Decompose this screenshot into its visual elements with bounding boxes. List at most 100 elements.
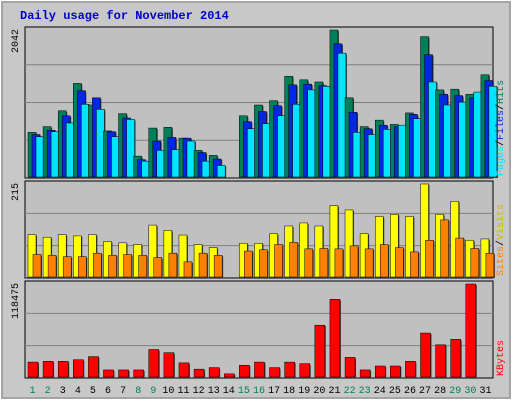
x-tick-day-24: 24 [374, 386, 386, 397]
kbytes-bar-kbytes-day-8 [133, 369, 144, 378]
kbytes-bar-kbytes-day-27 [420, 332, 431, 378]
visits-bar-sites-day-28 [440, 219, 449, 278]
visits-bar-sites-day-2 [47, 255, 57, 278]
legend-files: Files [495, 110, 507, 140]
visits-bar-visits-day-9 [148, 224, 158, 278]
kbytes-bar-kbytes-day-18 [284, 361, 295, 378]
legend-slash: / [495, 104, 507, 110]
chart-title: Daily usage for November 2014 [20, 9, 229, 23]
traffic-bar-pages-day-29 [458, 101, 467, 178]
x-tick-day-13: 13 [208, 386, 220, 397]
kbytes-bar-kbytes-day-17 [269, 367, 280, 378]
traffic-bar-pages-day-5 [96, 109, 105, 178]
kbytes-bar-kbytes-day-4 [73, 359, 84, 378]
visits-bar-sites-day-16 [259, 249, 268, 278]
x-tick-day-30: 30 [464, 386, 476, 397]
traffic-bar-pages-day-10 [171, 149, 181, 178]
kbytes-bar-kbytes-day-20 [314, 324, 326, 378]
visits-bar-sites-day-6 [108, 255, 117, 278]
kbytes-bar-kbytes-day-12 [193, 368, 205, 378]
visits-bar-sites-day-7 [123, 254, 132, 278]
traffic-bar-pages-day-19 [307, 89, 316, 178]
kbytes-bar-kbytes-day-19 [299, 363, 310, 378]
x-tick-day-18: 18 [283, 386, 295, 397]
kbytes-bar-kbytes-day-3 [57, 361, 69, 378]
visits-bar-sites-day-19 [304, 248, 313, 278]
traffic-bar-pages-day-20 [322, 86, 332, 178]
x-tick-day-6: 6 [105, 386, 111, 397]
legend-slash: / [495, 240, 507, 246]
visits-bar-sites-day-25 [395, 247, 404, 278]
traffic-bar-pages-day-25 [398, 124, 407, 178]
traffic-bar-pages-day-28 [443, 104, 452, 178]
traffic-bar-pages-day-1 [35, 136, 45, 178]
legend-visits: Visits [495, 204, 507, 240]
kbytes-legend: KBytes [496, 340, 507, 376]
x-tick-day-8: 8 [135, 386, 141, 397]
kbytes-bar-kbytes-day-22 [344, 357, 356, 378]
visits-bar-sites-day-5 [93, 252, 102, 278]
traffic-bar-pages-day-22 [352, 132, 362, 178]
x-tick-day-31: 31 [479, 386, 491, 397]
traffic-bar-pages-day-27 [428, 81, 437, 178]
x-tick-day-23: 23 [359, 386, 371, 397]
traffic-bar-pages-day-12 [201, 160, 211, 178]
x-tick-day-21: 21 [328, 386, 340, 397]
visits-bar-sites-day-15 [244, 250, 253, 278]
visits-bar-sites-day-18 [289, 242, 298, 278]
x-tick-day-1: 1 [30, 386, 36, 397]
kbytes-bar-kbytes-day-23 [359, 369, 371, 378]
legend-sites: Sites [495, 246, 507, 276]
x-tick-day-12: 12 [193, 386, 205, 397]
traffic-bar-pages-day-9 [156, 150, 166, 178]
x-tick-day-11: 11 [178, 386, 190, 397]
traffic-bar-pages-day-31 [488, 86, 498, 178]
visits-bar-visits-day-11 [178, 234, 188, 278]
x-tick-day-10: 10 [162, 386, 174, 397]
x-tick-day-27: 27 [419, 386, 431, 397]
traffic-bar-pages-day-3 [65, 122, 75, 178]
x-tick-day-16: 16 [253, 386, 265, 397]
traffic-bar-pages-day-13 [216, 165, 226, 178]
kbytes-bar-kbytes-day-16 [254, 361, 265, 378]
kbytes-bar-kbytes-day-30 [465, 283, 477, 378]
traffic-bar-pages-day-8 [141, 160, 150, 178]
x-tick-day-3: 3 [60, 386, 66, 397]
visits-bar-sites-day-26 [410, 251, 419, 278]
traffic-bar-pages-day-21 [337, 52, 347, 178]
kbytes-bar-kbytes-day-7 [118, 369, 129, 378]
x-tick-day-28: 28 [434, 386, 446, 397]
traffic-bar-pages-day-6 [111, 136, 120, 178]
traffic-bar-pages-day-30 [473, 91, 483, 178]
visits-bar-sites-day-24 [379, 244, 389, 278]
kbytes-bar-kbytes-day-24 [374, 365, 386, 378]
kbytes-bar-kbytes-day-28 [435, 344, 446, 378]
x-tick-day-20: 20 [313, 386, 325, 397]
x-tick-day-26: 26 [404, 386, 416, 397]
kbytes-ymax-label: 118475 [11, 283, 22, 319]
traffic-bar-pages-day-15 [247, 128, 256, 178]
visits-bar-sites-day-27 [425, 239, 434, 278]
x-tick-day-9: 9 [150, 386, 156, 397]
visits-bar-sites-day-4 [78, 256, 87, 278]
x-tick-day-22: 22 [344, 386, 356, 397]
kbytes-bar-kbytes-day-1 [27, 361, 39, 378]
visits-bar-sites-day-8 [138, 255, 147, 278]
traffic-bar-pages-day-2 [50, 131, 60, 178]
visits-bar-visits-day-22 [344, 209, 354, 278]
legend-slash: / [495, 140, 507, 146]
traffic-ymax-label: 2042 [11, 29, 22, 53]
visits-bar-sites-day-3 [62, 256, 72, 278]
visits-bar-visits-day-3 [57, 234, 67, 278]
visits-bar-sites-day-21 [334, 248, 344, 278]
kbytes-bar-kbytes-day-15 [239, 364, 250, 378]
x-tick-day-29: 29 [449, 386, 461, 397]
legend-pages: Pages [496, 146, 507, 176]
kbytes-bar-kbytes-day-21 [329, 299, 341, 378]
visits-bar-sites-day-1 [32, 254, 42, 278]
traffic-bar-pages-day-24 [382, 129, 392, 178]
visits-bar-visits-day-25 [390, 214, 399, 278]
traffic-bar-pages-day-26 [413, 118, 422, 178]
visits-bar-sites-day-29 [455, 237, 464, 278]
